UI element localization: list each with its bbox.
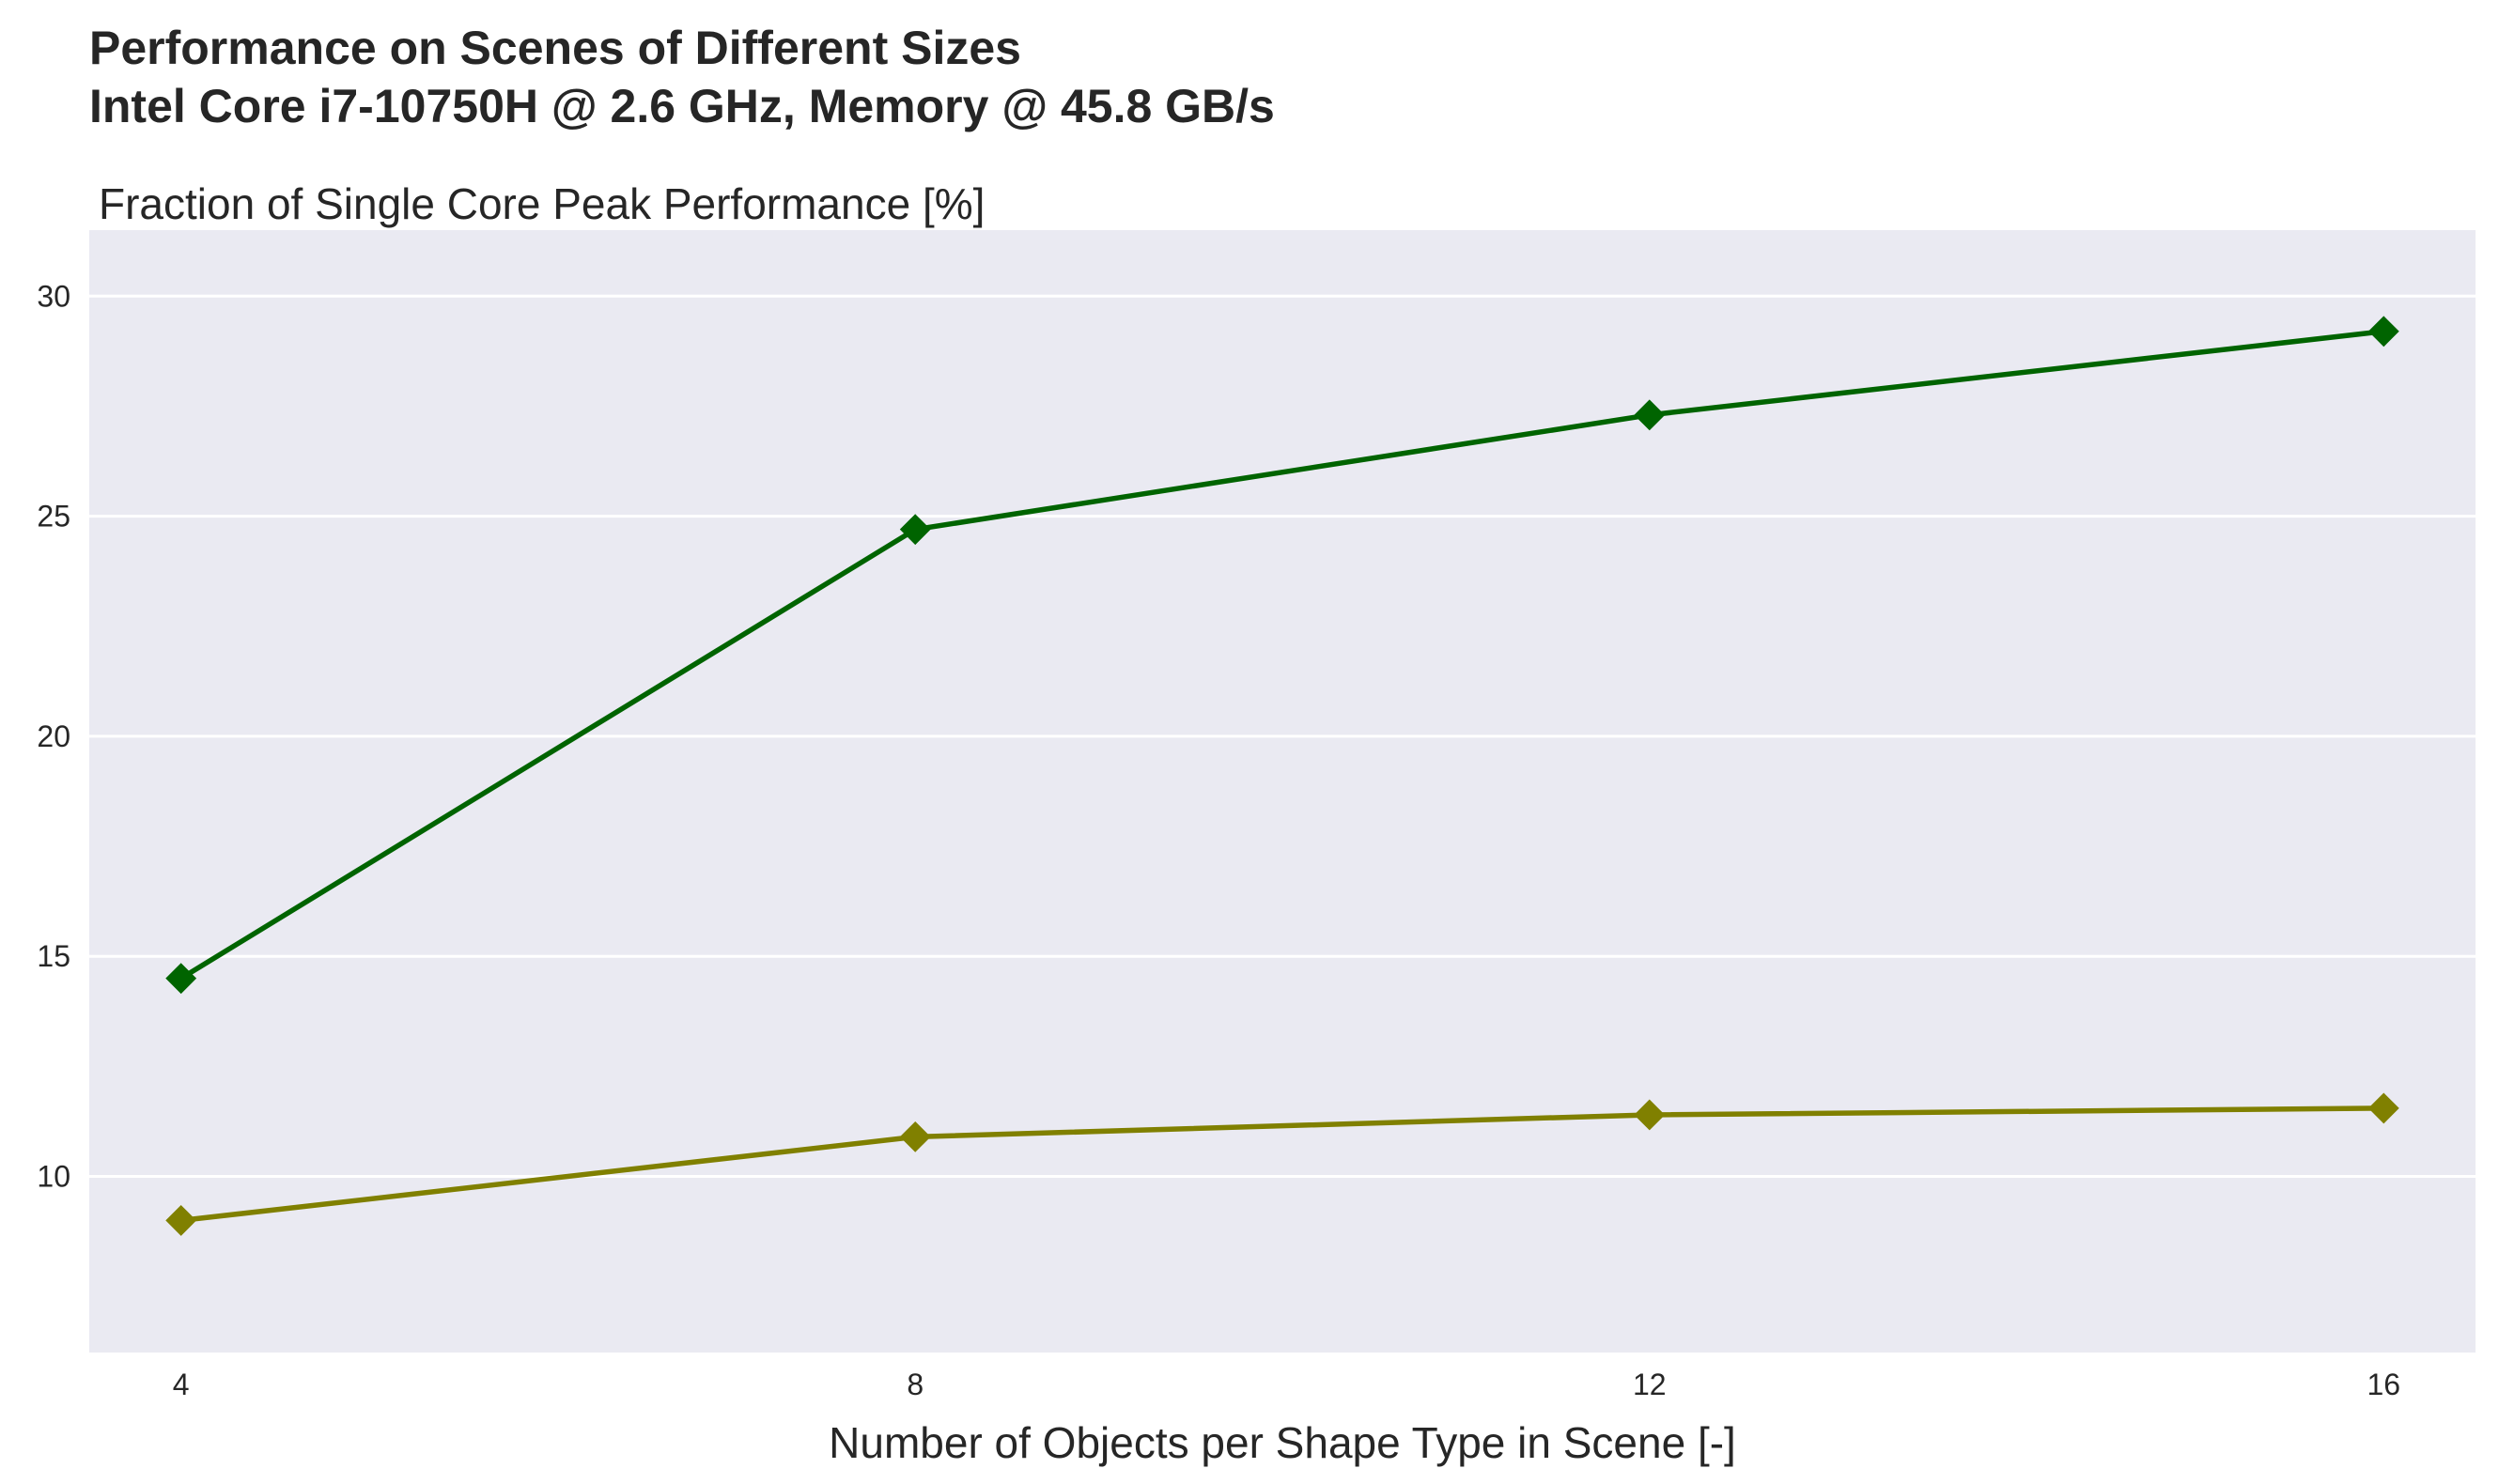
grid-lines <box>89 294 2476 1179</box>
x-axis-label: Number of Objects per Shape Type in Scen… <box>829 1418 1736 1467</box>
y-axis-label: Fraction of Single Core Peak Performance… <box>99 179 985 228</box>
y-tick-labels: 10 15 20 25 30 <box>37 279 70 1193</box>
series-2-point <box>899 1121 931 1152</box>
plot-area <box>89 230 2476 1353</box>
series-1-point <box>2367 316 2399 348</box>
series-2-point <box>1634 1099 1666 1131</box>
x-tick-label: 16 <box>2367 1368 2401 1401</box>
chart-title-line-1: Performance on Scenes of Different Sizes <box>89 22 1021 74</box>
x-tick-labels: 4 8 12 16 <box>173 1368 2400 1401</box>
y-tick-label: 20 <box>37 719 70 753</box>
series-1-line <box>178 329 2387 982</box>
series-2-point <box>165 1204 197 1236</box>
chart-title-line-2: Intel Core i7-10750H @ 2.6 GHz, Memory @… <box>89 80 1275 132</box>
x-tick-label: 4 <box>173 1368 190 1401</box>
series-2-point <box>2367 1092 2399 1124</box>
series-1-point <box>899 514 931 546</box>
y-tick-label: 30 <box>37 279 70 313</box>
y-tick-label: 10 <box>37 1160 70 1194</box>
series-1-point <box>165 963 197 995</box>
x-tick-label: 12 <box>1633 1368 1667 1401</box>
series-1-point <box>1634 399 1666 431</box>
x-tick-label: 8 <box>907 1368 924 1401</box>
y-tick-label: 15 <box>37 939 70 973</box>
y-tick-label: 25 <box>37 500 70 533</box>
series-layer <box>165 316 2399 1236</box>
series-2-line <box>178 1105 2387 1224</box>
